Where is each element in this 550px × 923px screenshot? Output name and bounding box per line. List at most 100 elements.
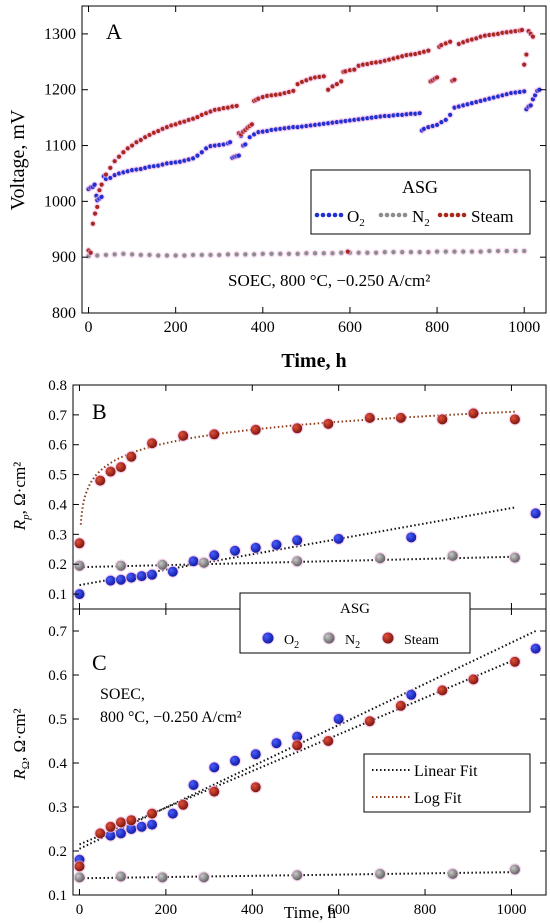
data-point-n2 [408,250,414,255]
data-point-steam [92,211,98,216]
panel-a-legend: ASG O2 N2 Steam [310,169,531,235]
y-tick-label: 0.3 [48,527,67,543]
y-tick-label: 800 [52,305,76,322]
data-point-n2 [509,552,520,563]
legend-linear-fit-label: Linear Fit [414,763,478,780]
data-point-steam [364,412,375,423]
data-point-o2 [271,539,282,550]
x-tick-label: 1000 [496,902,526,918]
data-point-steam [88,250,93,255]
data-point-steam [364,716,375,727]
panel-c-ticks: 0 200 400 600 800 1000 0.1 0.2 0.3 0.4 0.5 0.6 0.7 [48,609,546,918]
data-point-steam [437,685,448,696]
data-point-o2 [395,112,400,117]
data-point-steam [330,84,335,89]
panel-c: C 0 200 400 600 800 1000 0.1 0.2 0.3 0.4 0.5 0.6 0.7… [10,592,547,922]
data-point-o2 [190,156,196,161]
panel-c-annotation-line-1: SOEC, [100,686,145,703]
data-point-o2 [92,182,97,187]
data-point-steam [437,414,448,425]
data-point-steam [321,74,326,79]
data-point-n2 [286,251,292,256]
data-point-o2 [229,545,240,556]
data-point-steam [509,414,520,425]
data-point-o2 [115,828,126,839]
data-point-n2 [269,251,274,256]
panel-b: B 0.1 0.2 0.3 0.4 0.5 0.6 0.7 0.8 Rp, Ω·cm² [10,378,547,610]
legend-c-steam-label: Steam [404,633,439,648]
data-point-n2 [199,252,204,258]
legend-a-marker-o2 [314,212,320,218]
data-point-steam [99,182,104,187]
x-tick-label: 800 [414,902,437,918]
data-point-steam [434,75,440,80]
data-point-n2 [356,250,361,255]
panel-a-legend-title: ASG [402,177,438,197]
data-point-n2 [434,249,440,254]
data-point-o2 [126,824,137,834]
data-point-steam [522,62,527,67]
data-point-steam [509,656,520,667]
data-point-n2 [452,249,457,254]
data-point-steam [326,87,331,92]
data-point-steam [103,172,109,177]
data-point-n2 [112,252,117,257]
legend-log-fit-label: Log Fit [414,790,462,807]
data-point-o2 [530,643,541,654]
y-tick-label: 0.8 [48,378,67,394]
data-point-steam [97,188,102,193]
y-tick-label: 0.7 [48,408,67,424]
panel-c-marks [73,642,542,884]
data-point-o2 [229,755,240,766]
x-tick-label: 400 [241,902,264,918]
data-point-n2 [417,250,422,255]
data-point-steam [90,221,95,226]
panel-b-marks [73,407,542,601]
data-point-o2 [167,566,178,577]
data-point-n2 [509,864,520,875]
legend-c-marker-o2 [262,632,274,644]
data-point-o2 [537,87,542,92]
panel-a-legend-box [310,169,531,235]
data-point-o2 [236,153,241,158]
data-point-n2 [173,253,178,258]
x-tick-label: 200 [155,902,178,918]
data-point-steam [147,438,158,449]
data-point-n2 [243,252,248,257]
data-point-n2 [426,250,431,255]
legend-a-marker-steam [455,212,461,218]
data-point-steam [147,808,158,819]
panel-c-annotation-line-2: 800 °C, −0.250 A/cm² [100,709,242,726]
data-point-steam [352,67,357,72]
data-point-o2 [251,132,257,137]
data-point-o2 [443,117,448,122]
data-point-steam [112,159,117,164]
data-point-steam [292,740,303,751]
data-point-n2 [190,252,196,258]
legend-a-marker-n2 [402,212,408,218]
data-point-steam [95,475,106,486]
data-point-o2 [522,89,527,94]
data-point-o2 [126,572,137,583]
data-point-n2 [251,252,257,257]
panel-c-legend-title: ASG [340,601,370,617]
data-point-n2 [304,251,309,256]
fit-line-linear-n2 [79,555,515,569]
data-point-o2 [439,120,444,125]
data-point-o2 [250,749,261,760]
panel-a-legend-marks [314,212,467,218]
panel-c-fit-legend-box [363,753,531,813]
data-point-n2 [198,557,209,568]
data-point-n2 [461,249,466,254]
data-point-n2 [208,252,213,258]
y-tick-label: 1200 [44,82,76,99]
data-point-o2 [417,111,422,116]
panel-c-x-label: Time, h [284,903,337,922]
legend-a-marker-steam [437,212,443,218]
data-point-steam [130,143,135,148]
y-tick-label: 0.1 [48,587,67,603]
data-point-n2 [522,248,527,254]
data-point-steam [448,39,453,44]
data-point-o2 [333,533,344,544]
data-point-steam [105,466,116,477]
